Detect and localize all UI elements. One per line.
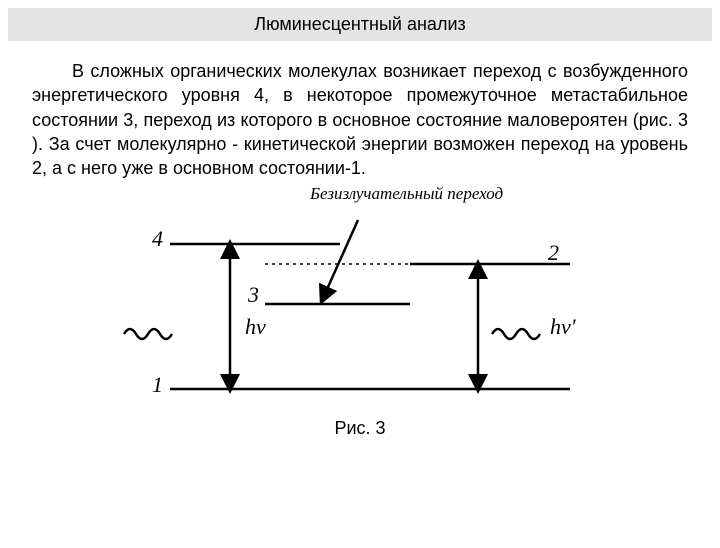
paragraph-text: В сложных органических молекулах возника… bbox=[32, 61, 688, 178]
level-3-label: 3 bbox=[248, 282, 259, 308]
photon-right-wave bbox=[492, 329, 540, 339]
page-header: Люминесцентный анализ bbox=[8, 8, 712, 41]
photon-left-wave bbox=[124, 329, 172, 339]
diagram-svg: hν hν' bbox=[110, 184, 610, 414]
nonrad-label: Безизлучательный переход bbox=[310, 184, 503, 204]
photon-left-label: hν bbox=[245, 314, 266, 339]
energy-diagram: Безизлучательный переход 4 3 2 1 hν bbox=[110, 184, 610, 414]
level-4-label: 4 bbox=[152, 226, 163, 252]
level-2-label: 2 bbox=[548, 240, 559, 266]
figure-caption: Рис. 3 bbox=[0, 418, 720, 439]
nonrad-arrow bbox=[324, 220, 358, 296]
header-title: Люминесцентный анализ bbox=[254, 14, 466, 34]
photon-right-label: hν' bbox=[550, 314, 576, 339]
level-1-label: 1 bbox=[152, 372, 163, 398]
body-paragraph: В сложных органических молекулах возника… bbox=[0, 41, 720, 180]
